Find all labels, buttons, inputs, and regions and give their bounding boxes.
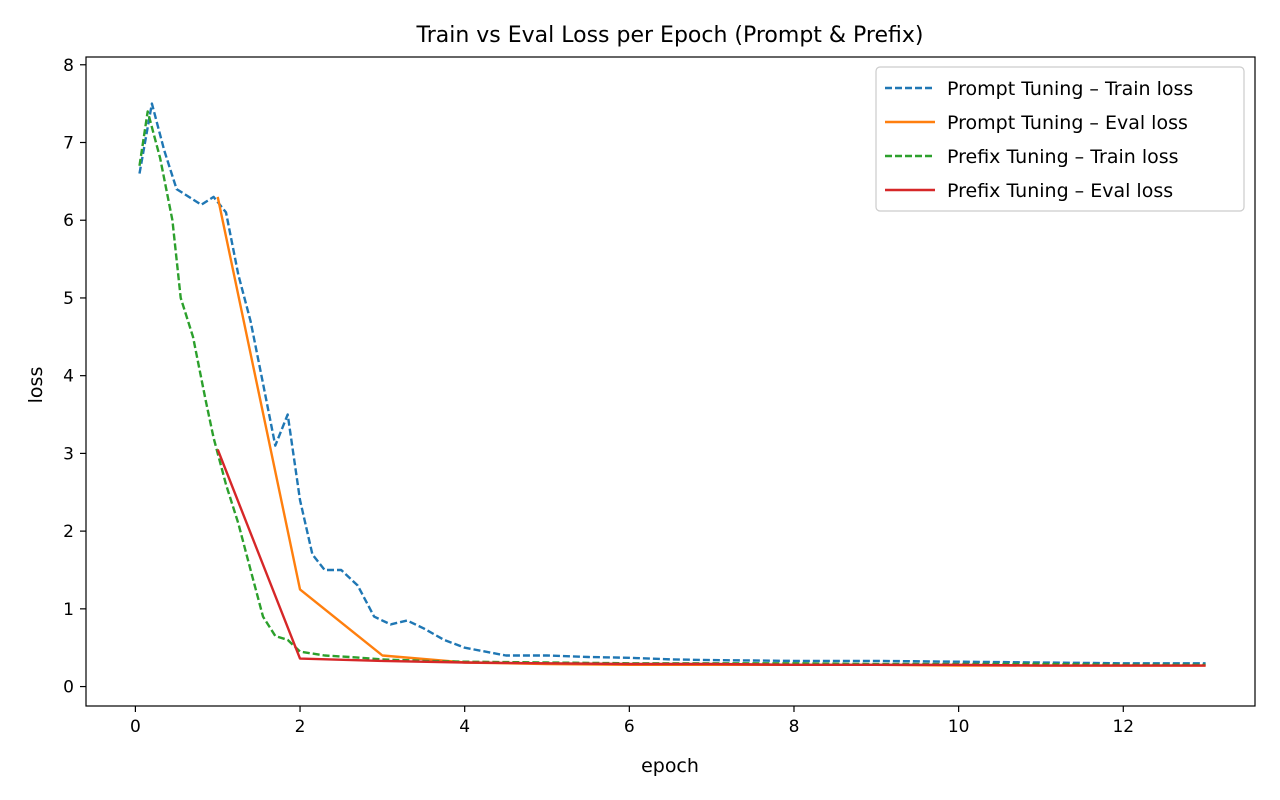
plot-area <box>138 102 1206 667</box>
y-tick-label: 4 <box>63 367 74 387</box>
x-tick-label: 8 <box>789 717 800 737</box>
legend-label-4: Prefix Tuning – Eval loss <box>947 180 1173 202</box>
y-tick-label: 5 <box>63 289 74 309</box>
y-tick-label: 1 <box>63 600 74 620</box>
x-tick-label: 10 <box>948 717 970 737</box>
legend-box <box>875 66 1245 212</box>
x-tick-label: 2 <box>295 717 306 737</box>
x-tick-label: 4 <box>459 717 470 737</box>
y-tick-label: 0 <box>63 678 74 698</box>
legend-label-1: Prompt Tuning – Train loss <box>947 78 1193 100</box>
x-tick-label: 6 <box>624 717 635 737</box>
legend-label-2: Prompt Tuning – Eval loss <box>947 112 1188 134</box>
x-axis-label: epoch <box>641 755 699 777</box>
chart-title: Train vs Eval Loss per Epoch (Prompt & P… <box>416 23 924 48</box>
series-line-4 <box>216 449 1206 667</box>
y-tick-label: 3 <box>63 444 74 464</box>
legend-label-3: Prefix Tuning – Train loss <box>947 146 1179 168</box>
y-tick-label: 6 <box>63 211 74 231</box>
plot-frame <box>85 56 1256 707</box>
y-tick-label: 2 <box>63 522 74 542</box>
series-line-1 <box>138 102 1206 665</box>
y-tick-label: 8 <box>63 56 74 76</box>
x-tick-label: 12 <box>1112 717 1134 737</box>
y-tick-label: 7 <box>63 133 74 153</box>
y-axis-label: loss <box>25 367 47 404</box>
series-line-2 <box>216 196 1206 667</box>
x-tick-label: 0 <box>130 717 141 737</box>
series-line-3 <box>138 110 1206 666</box>
legend: Prompt Tuning – Train loss Prompt Tuning … <box>875 66 1245 212</box>
